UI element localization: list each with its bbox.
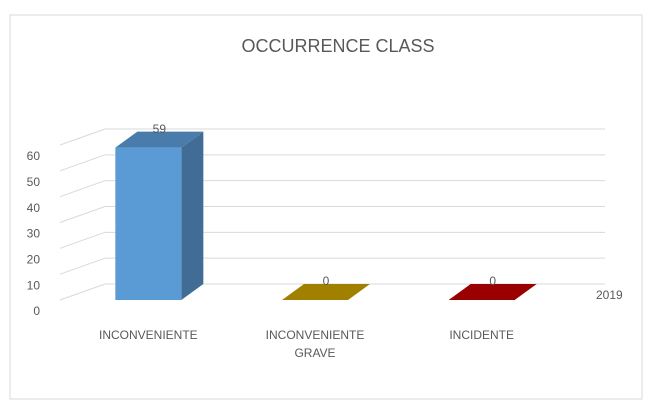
data-label: 0 [489,274,496,288]
y-tick-label: 20 [27,253,41,267]
x-tick-label-line: GRAVE [294,346,335,360]
bar-top [115,131,204,148]
x-tick-label: INCONVENIENTE [99,328,198,342]
x-tick-label-line: INCONVENIENTE [266,328,365,342]
grid-line-side [59,128,106,146]
grid-line-side [59,231,106,249]
y-tick-label: 50 [27,175,41,189]
data-label: 0 [323,274,330,288]
x-tick-label: INCONVENIENTE GRAVE [266,328,365,360]
grid-line-side [59,154,106,172]
y-tick-label: 30 [27,227,41,241]
bar-top [282,284,370,300]
bar-side [181,131,204,300]
x-tick-label: INCIDENTE [449,328,514,342]
bar-top [448,284,537,300]
y-tick-label: 40 [27,201,41,215]
grid-line-side [59,257,106,275]
chart-title: OCCURRENCE CLASS [241,36,434,56]
legend-label: 2019 [596,288,623,302]
grid-line-side [59,206,106,223]
data-label: 59 [153,122,167,136]
bar [282,284,370,300]
y-tick-label: 10 [27,278,41,292]
y-tick-label: 0 [33,304,40,318]
grid-line-side [59,180,106,198]
y-tick-label: 60 [27,149,41,163]
grid-line-side [59,283,106,301]
bar [448,284,537,300]
bar [115,131,204,300]
bar-front [115,147,182,300]
